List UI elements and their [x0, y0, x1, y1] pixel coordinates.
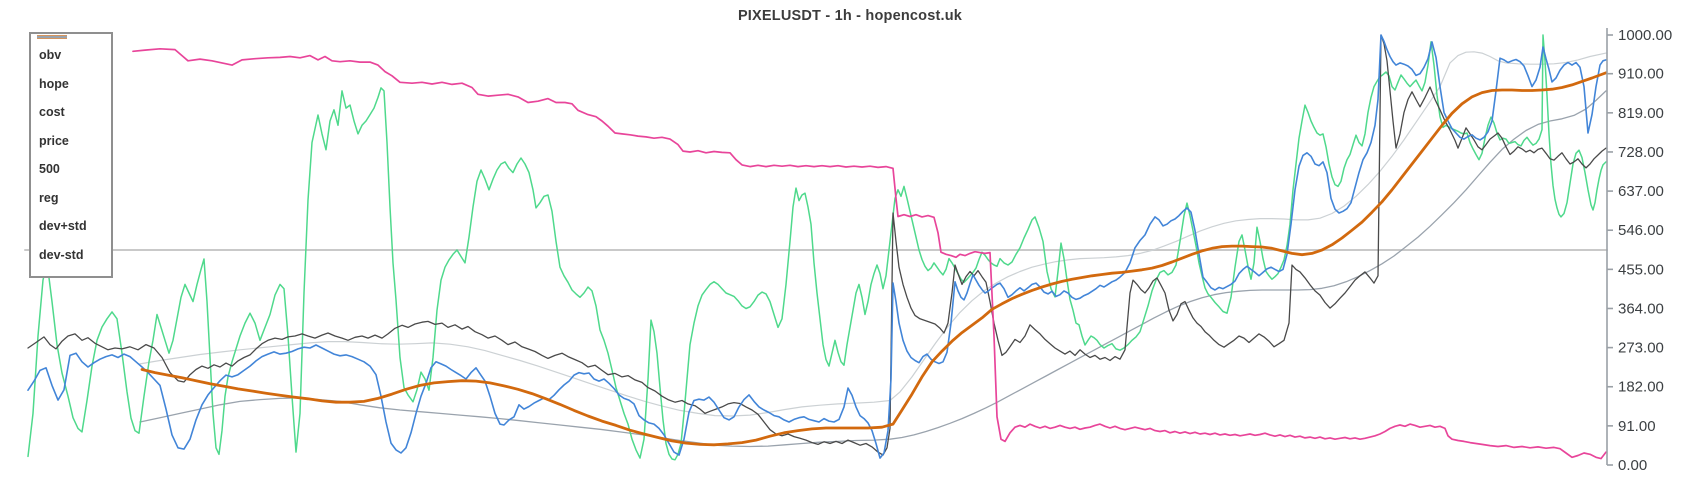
legend-item-obv[interactable]: obv: [37, 35, 105, 70]
y-axis-label: 364.00: [1618, 300, 1664, 317]
series-dev-std[interactable]: [139, 90, 1607, 448]
legend-item-dev+std[interactable]: dev+std: [37, 36, 105, 241]
series-reg[interactable]: [140, 71, 1608, 447]
y-axis-label: 91.00: [1618, 418, 1656, 435]
y-axis-label: 728.00: [1618, 144, 1664, 161]
legend-item-hope[interactable]: hope: [37, 35, 105, 99]
y-axis-label: 273.00: [1618, 340, 1664, 357]
chart-legend: obv hope cost price 500 reg dev+std dev-std: [29, 32, 113, 278]
y-axis-label: 0.00: [1618, 457, 1647, 474]
legend-label-500: 500: [39, 162, 60, 177]
legend-item-reg[interactable]: reg: [37, 35, 105, 213]
legend-label-cost: cost: [39, 105, 65, 120]
y-axis-label: 637.00: [1618, 183, 1664, 200]
y-axis-label: 910.00: [1618, 66, 1664, 83]
legend-label-dev+std: dev+std: [39, 219, 87, 234]
y-axis-label: 455.00: [1618, 261, 1664, 278]
series-cost[interactable]: [132, 47, 1607, 460]
legend-swatch-dev-std: [37, 35, 67, 39]
legend-label-dev-std: dev-std: [39, 247, 84, 262]
y-axis-label: 546.00: [1618, 222, 1664, 239]
y-axis-label: 819.00: [1618, 105, 1664, 122]
series-dev+std[interactable]: [139, 51, 1607, 417]
y-axis-label: 1000.00: [1618, 27, 1672, 44]
legend-item-price[interactable]: price: [37, 35, 105, 156]
series-obv[interactable]: [27, 34, 1607, 456]
page-title: PIXELUSDT - 1h - hopencost.uk: [737, 8, 963, 24]
legend-item-500[interactable]: 500: [37, 35, 105, 184]
legend-item-cost[interactable]: cost: [37, 35, 105, 127]
legend-label-reg: reg: [39, 190, 59, 205]
legend-label-obv: obv: [39, 48, 62, 63]
y-axis-label: 182.00: [1618, 379, 1664, 396]
legend-label-hope: hope: [39, 76, 69, 91]
series-hope[interactable]: [27, 34, 1607, 461]
series-price[interactable]: [27, 34, 1607, 459]
legend-item-dev-std[interactable]: dev-std: [37, 35, 105, 270]
legend-label-price: price: [39, 133, 69, 148]
